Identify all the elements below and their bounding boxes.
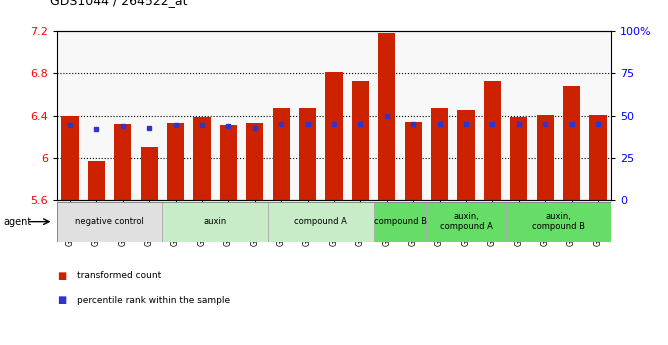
Bar bbox=[273, 108, 290, 200]
Text: ■: ■ bbox=[57, 271, 66, 281]
Bar bbox=[167, 123, 184, 200]
Bar bbox=[563, 86, 580, 200]
Bar bbox=[347, 31, 373, 200]
Bar bbox=[536, 115, 554, 200]
Bar bbox=[268, 31, 295, 200]
Bar bbox=[584, 31, 611, 200]
Text: auxin: auxin bbox=[204, 217, 227, 226]
Bar bbox=[373, 202, 426, 242]
Text: percentile rank within the sample: percentile rank within the sample bbox=[77, 296, 230, 305]
Bar bbox=[110, 31, 136, 200]
Bar bbox=[57, 202, 162, 242]
Text: compound B: compound B bbox=[373, 217, 426, 226]
Bar bbox=[215, 31, 242, 200]
Bar bbox=[220, 125, 237, 200]
Text: GDS1044 / 264522_at: GDS1044 / 264522_at bbox=[50, 0, 188, 7]
Bar bbox=[268, 202, 373, 242]
Bar bbox=[136, 31, 162, 200]
Bar bbox=[426, 31, 453, 200]
Bar bbox=[458, 110, 474, 200]
Bar bbox=[61, 116, 79, 200]
Bar bbox=[140, 147, 158, 200]
Bar bbox=[299, 108, 316, 200]
Text: auxin,
compound B: auxin, compound B bbox=[532, 212, 585, 231]
Bar bbox=[400, 31, 426, 200]
Bar bbox=[189, 31, 215, 200]
Bar bbox=[506, 31, 532, 200]
Bar bbox=[431, 108, 448, 200]
Bar bbox=[378, 33, 395, 200]
Text: negative control: negative control bbox=[75, 217, 144, 226]
Bar bbox=[558, 31, 584, 200]
Bar bbox=[84, 31, 110, 200]
Bar bbox=[352, 81, 369, 200]
Bar bbox=[426, 202, 506, 242]
Bar bbox=[510, 117, 528, 200]
Bar bbox=[162, 202, 268, 242]
Bar bbox=[405, 122, 422, 200]
Bar bbox=[373, 31, 400, 200]
Text: agent: agent bbox=[3, 217, 31, 227]
Bar bbox=[242, 31, 268, 200]
Bar bbox=[246, 123, 263, 200]
Text: transformed count: transformed count bbox=[77, 272, 161, 280]
Text: compound A: compound A bbox=[295, 217, 347, 226]
Bar bbox=[453, 31, 479, 200]
Bar bbox=[479, 31, 506, 200]
Text: ■: ■ bbox=[57, 295, 66, 305]
Bar bbox=[589, 115, 607, 200]
Text: auxin,
compound A: auxin, compound A bbox=[440, 212, 492, 231]
Bar bbox=[295, 31, 321, 200]
Bar bbox=[506, 202, 611, 242]
Bar bbox=[321, 31, 347, 200]
Bar bbox=[57, 31, 84, 200]
Bar bbox=[114, 124, 132, 200]
Bar bbox=[88, 161, 105, 200]
Bar bbox=[484, 81, 501, 200]
Bar bbox=[194, 117, 210, 200]
Bar bbox=[162, 31, 189, 200]
Bar bbox=[532, 31, 558, 200]
Bar bbox=[325, 72, 343, 200]
